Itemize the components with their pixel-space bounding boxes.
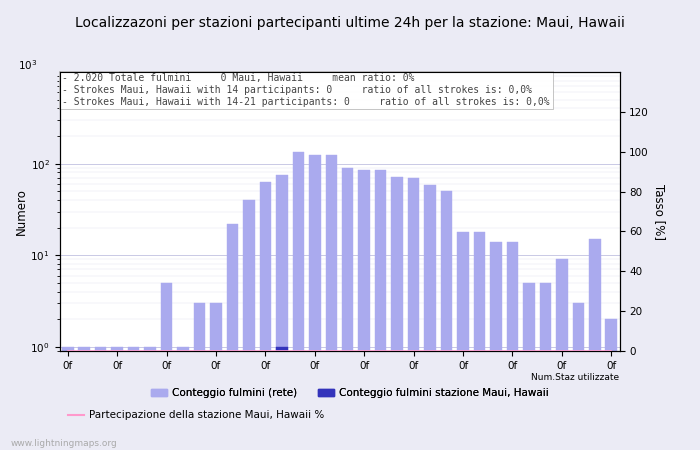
Bar <box>507 242 518 450</box>
Bar <box>276 347 288 450</box>
Bar <box>95 347 106 450</box>
Bar <box>342 168 354 450</box>
Y-axis label: Numero: Numero <box>15 188 27 235</box>
Bar <box>540 283 551 450</box>
Bar <box>144 347 156 450</box>
Bar <box>391 177 403 450</box>
Bar <box>408 178 419 450</box>
Text: Num.Staz utilizzate: Num.Staz utilizzate <box>531 374 620 382</box>
Bar <box>309 155 321 450</box>
Bar <box>210 303 222 450</box>
Bar <box>474 232 485 450</box>
Bar <box>128 347 139 450</box>
Bar <box>260 182 271 450</box>
Bar <box>556 259 568 450</box>
Y-axis label: Tasso [%]: Tasso [%] <box>652 184 666 239</box>
Bar <box>424 185 436 450</box>
Legend: Conteggio fulmini (rete), Conteggio fulmini stazione Maui, Hawaii: Conteggio fulmini (rete), Conteggio fulm… <box>147 384 553 402</box>
Bar <box>177 347 189 450</box>
Bar <box>161 283 172 450</box>
Bar <box>62 347 74 450</box>
Bar <box>326 155 337 450</box>
Bar <box>111 347 123 450</box>
Legend: Partecipazione della stazione Maui, Hawaii %: Partecipazione della stazione Maui, Hawa… <box>64 406 328 424</box>
Bar <box>589 239 601 450</box>
Bar <box>573 303 584 450</box>
Bar <box>194 303 205 450</box>
Bar <box>457 232 469 450</box>
Text: Localizzazoni per stazioni partecipanti ultime 24h per la stazione: Maui, Hawaii: Localizzazoni per stazioni partecipanti … <box>75 16 625 30</box>
Bar <box>227 224 238 450</box>
Bar <box>490 242 502 450</box>
Bar <box>276 175 288 450</box>
Text: - 2.020 Totale fulmini     0 Maui, Hawaii     mean ratio: 0%
- Strokes Maui, Haw: - 2.020 Totale fulmini 0 Maui, Hawaii me… <box>62 73 550 107</box>
Bar <box>441 191 452 450</box>
Bar <box>293 152 304 450</box>
Bar <box>78 347 90 450</box>
Bar <box>375 170 386 450</box>
Bar <box>606 319 617 450</box>
Bar <box>243 200 255 450</box>
Bar <box>358 170 370 450</box>
Bar <box>523 283 535 450</box>
Text: www.lightningmaps.org: www.lightningmaps.org <box>10 439 118 448</box>
Text: $10^3$: $10^3$ <box>18 58 37 72</box>
